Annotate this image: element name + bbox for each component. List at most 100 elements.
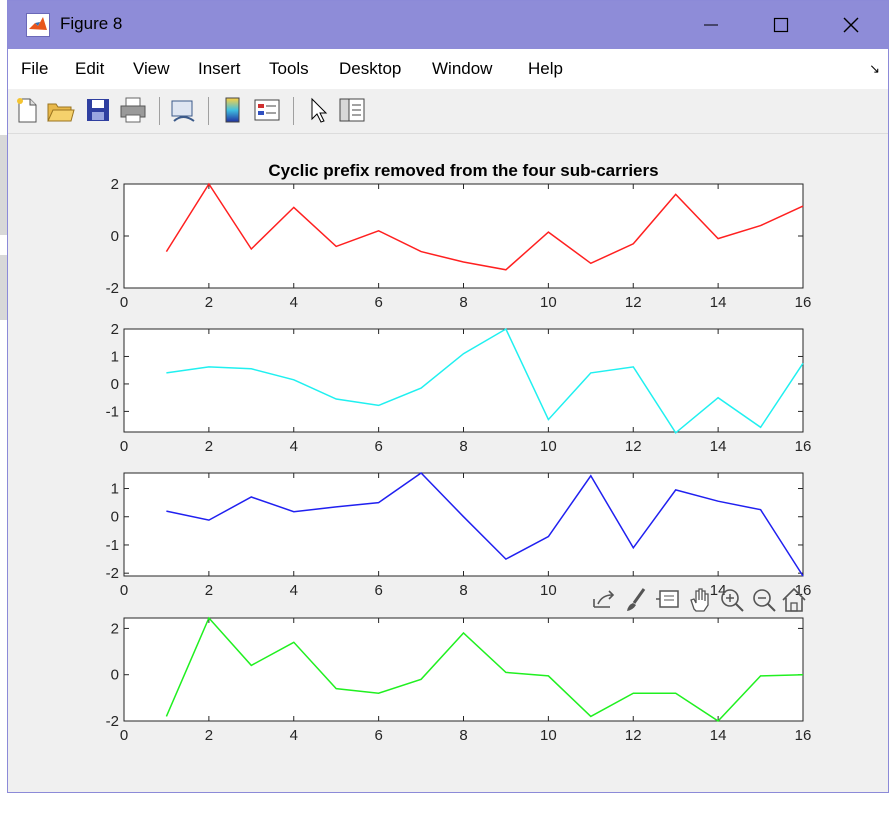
minimize-button[interactable] [676, 1, 746, 49]
y-tick-label: 0 [111, 509, 119, 526]
series-line-3 [166, 472, 804, 577]
axes-box [123, 617, 804, 722]
y-tick-label: -2 [106, 280, 119, 297]
x-tick-label: 8 [459, 294, 467, 311]
brush-icon[interactable] [622, 585, 650, 615]
toolbar-separator [159, 97, 160, 125]
chart-title: Cyclic prefix removed from the four sub-… [268, 161, 658, 180]
x-tick-label: 6 [374, 727, 382, 744]
x-tick-label: 0 [120, 438, 128, 455]
menu-file[interactable]: File [21, 59, 49, 78]
data-tips-icon[interactable] [654, 585, 682, 615]
zoom-in-icon[interactable] [718, 585, 746, 615]
subplot-3[interactable]: 0 2 4 6 8 10 14 16-2-101 [106, 472, 812, 599]
x-tick-label: 10 [540, 582, 557, 599]
link-plot-icon[interactable] [168, 95, 198, 125]
x-tick-label: 12 [625, 727, 642, 744]
menu-help[interactable]: Help [528, 59, 563, 78]
x-tick-label: 4 [290, 438, 298, 455]
toolbar-separator [208, 97, 209, 125]
y-tick-label: 2 [111, 176, 119, 193]
x-tick-label: 0 [120, 582, 128, 599]
x-tick-label: 10 [540, 438, 557, 455]
menu-tools[interactable]: Tools [269, 59, 309, 78]
y-tick-label: -2 [106, 565, 119, 582]
maximize-button[interactable] [746, 1, 816, 49]
axes-box [123, 183, 804, 289]
x-tick-label: 16 [795, 294, 812, 311]
y-tick-label: 2 [111, 620, 119, 637]
x-tick-label: 2 [205, 294, 213, 311]
export-icon[interactable] [590, 585, 618, 615]
series-line-4 [165, 616, 804, 722]
y-tick-label: 0 [111, 667, 119, 684]
menu-view[interactable]: View [133, 59, 170, 78]
figure-window: Figure 8 File Edit View Insert Tools Des… [7, 0, 889, 793]
x-tick-label: 2 [205, 582, 213, 599]
axes-toolbar [586, 585, 808, 615]
x-tick-label: 6 [374, 438, 382, 455]
subplot-4[interactable]: 0 2 4 6 8 10 12 14 16-202 [106, 616, 812, 744]
y-tick-label: 0 [111, 228, 119, 245]
pan-icon[interactable] [686, 585, 714, 615]
y-tick-label: 2 [111, 321, 119, 338]
x-tick-label: 14 [710, 294, 727, 311]
x-tick-label: 16 [795, 438, 812, 455]
series-line-1 [165, 182, 804, 271]
axes-box [123, 472, 804, 577]
menu-edit[interactable]: Edit [75, 59, 105, 78]
y-tick-label: -2 [106, 713, 119, 730]
title-bar[interactable]: Figure 8 [8, 1, 888, 49]
minimize-icon [704, 24, 718, 26]
matlab-logo-icon [26, 13, 50, 37]
x-tick-label: 10 [540, 727, 557, 744]
x-tick-label: 0 [120, 294, 128, 311]
open-file-icon[interactable] [45, 95, 75, 125]
x-tick-label: 12 [625, 438, 642, 455]
x-tick-label: 8 [459, 582, 467, 599]
x-tick-label: 14 [710, 438, 727, 455]
x-tick-label: 2 [205, 438, 213, 455]
x-tick-label: 12 [625, 294, 642, 311]
x-tick-label: 2 [205, 727, 213, 744]
menu-window[interactable]: Window [432, 59, 493, 78]
y-tick-label: -1 [106, 403, 119, 420]
y-tick-label: 1 [111, 348, 119, 365]
x-tick-label: 4 [290, 582, 298, 599]
figure-toolbar [8, 89, 888, 134]
x-tick-label: 10 [540, 294, 557, 311]
axes-box [123, 328, 804, 433]
dock-arrow-icon[interactable]: ↘ [869, 61, 880, 76]
legend-icon[interactable] [252, 95, 282, 125]
menu-insert[interactable]: Insert [198, 59, 241, 78]
y-tick-label: 1 [111, 481, 119, 498]
close-icon [843, 17, 859, 33]
zoom-out-icon[interactable] [750, 585, 778, 615]
x-tick-label: 8 [459, 727, 467, 744]
property-inspector-icon[interactable] [337, 95, 367, 125]
home-icon[interactable] [780, 585, 808, 615]
maximize-icon [773, 17, 789, 33]
window-title: Figure 8 [60, 14, 123, 33]
new-figure-icon[interactable] [12, 95, 42, 125]
print-icon[interactable] [118, 95, 148, 125]
x-tick-label: 16 [795, 727, 812, 744]
save-icon[interactable] [83, 95, 113, 125]
y-tick-label: -1 [106, 537, 119, 554]
series-line-2 [166, 327, 804, 434]
x-tick-label: 8 [459, 438, 467, 455]
x-tick-label: 14 [710, 727, 727, 744]
colorbar-icon[interactable] [218, 95, 248, 125]
y-tick-label: 0 [111, 376, 119, 393]
menu-desktop[interactable]: Desktop [339, 59, 402, 78]
menu-bar: File Edit View Insert Tools Desktop Wind… [8, 49, 888, 89]
toolbar-separator [293, 97, 294, 125]
x-tick-label: 6 [374, 582, 382, 599]
close-button[interactable] [816, 1, 886, 49]
x-tick-label: 4 [290, 727, 298, 744]
edit-plot-arrow-icon[interactable] [303, 95, 333, 125]
x-tick-label: 6 [374, 294, 382, 311]
